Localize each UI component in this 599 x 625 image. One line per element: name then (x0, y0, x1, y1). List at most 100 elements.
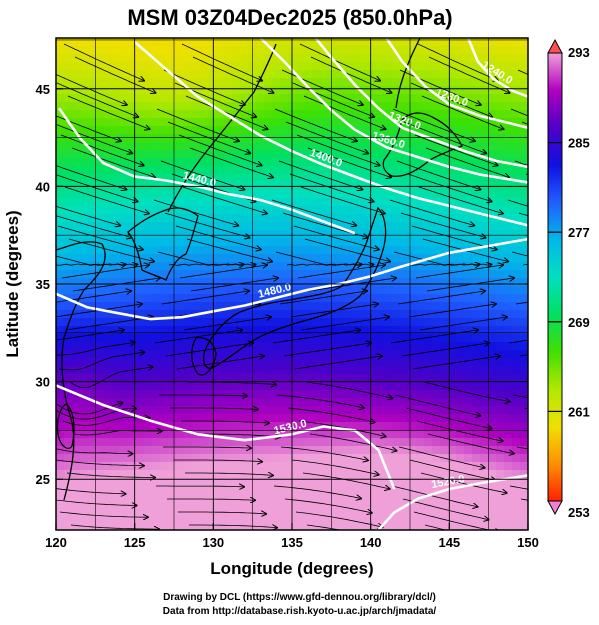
field-cell (392, 174, 401, 183)
field-cell (256, 86, 265, 95)
field-cell (144, 190, 153, 199)
field-cell (120, 486, 129, 495)
field-cell (200, 238, 209, 247)
field-cell (392, 422, 401, 431)
field-cell (104, 158, 113, 167)
field-cell (504, 62, 513, 71)
field-cell (96, 310, 105, 319)
field-cell (160, 54, 169, 63)
field-cell (352, 374, 361, 383)
field-cell (368, 110, 377, 119)
field-cell (112, 446, 121, 455)
field-cell (144, 142, 153, 151)
field-cell (328, 318, 337, 327)
field-cell (240, 494, 249, 503)
streamline (73, 430, 162, 436)
field-cell (152, 366, 161, 375)
field-cell (168, 38, 177, 47)
field-cell (432, 102, 441, 111)
field-cell (224, 438, 233, 447)
field-cell (240, 518, 249, 527)
field-cell (432, 174, 441, 183)
field-cell (320, 238, 329, 247)
field-cell (472, 454, 481, 463)
field-cell (344, 246, 353, 255)
field-cell (480, 526, 489, 530)
colorbar-body (547, 52, 563, 502)
field-cell (512, 414, 521, 423)
x-tick-label: 120 (45, 535, 67, 550)
field-cell (416, 110, 425, 119)
field-cell (184, 486, 193, 495)
field-cell (136, 318, 145, 327)
field-cell (448, 510, 457, 519)
field-cell (480, 86, 489, 95)
field-cell (424, 478, 433, 487)
field-cell (232, 142, 241, 151)
field-cell (96, 510, 105, 519)
field-cell (312, 110, 321, 119)
field-cell (432, 278, 441, 287)
field-cell (432, 486, 441, 495)
field-cell (280, 190, 289, 199)
field-cell (408, 526, 417, 530)
field-cell (176, 166, 185, 175)
field-cell (56, 206, 65, 215)
field-cell (128, 446, 137, 455)
field-cell (400, 470, 409, 479)
field-cell (392, 270, 401, 279)
field-cell (328, 86, 337, 95)
field-cell (80, 150, 89, 159)
field-cell (136, 286, 145, 295)
field-cell (264, 246, 273, 255)
field-cell (264, 398, 273, 407)
field-cell (200, 198, 209, 207)
field-cell (408, 206, 417, 215)
field-cell (152, 70, 161, 79)
field-cell (400, 94, 409, 103)
field-cell (248, 526, 257, 530)
field-cell (200, 54, 209, 63)
field-cell (256, 462, 265, 471)
field-cell (64, 510, 73, 519)
field-cell (416, 470, 425, 479)
field-cell (208, 526, 217, 530)
field-cell (368, 94, 377, 103)
field-cell (464, 78, 473, 87)
field-cell (296, 422, 305, 431)
streamline (185, 473, 273, 475)
field-cell (144, 270, 153, 279)
field-cell (400, 206, 409, 215)
field-cell (448, 454, 457, 463)
field-cell (496, 286, 505, 295)
field-cell (376, 278, 385, 287)
field-cell (464, 526, 473, 530)
field-cell (272, 470, 281, 479)
field-cell (272, 438, 281, 447)
field-cell (424, 486, 433, 495)
field-cell (440, 158, 449, 167)
field-cell (128, 158, 137, 167)
field-cell (312, 390, 321, 399)
field-cell (352, 430, 361, 439)
field-cell (336, 302, 345, 311)
field-cell (216, 342, 225, 351)
field-cell (304, 414, 313, 423)
field-cell (152, 462, 161, 471)
streamline (303, 95, 386, 129)
field-cell (432, 286, 441, 295)
field-cell (472, 350, 481, 359)
field-cell (456, 78, 465, 87)
field-cell (248, 358, 257, 367)
field-cell (344, 430, 353, 439)
field-cell (256, 374, 265, 383)
field-cell (344, 118, 353, 127)
field-cell (360, 142, 369, 151)
field-cell (296, 134, 305, 143)
field-cell (344, 326, 353, 335)
field-cell (376, 230, 385, 239)
field-cell (96, 366, 105, 375)
field-cell (176, 294, 185, 303)
field-cell (512, 374, 521, 383)
